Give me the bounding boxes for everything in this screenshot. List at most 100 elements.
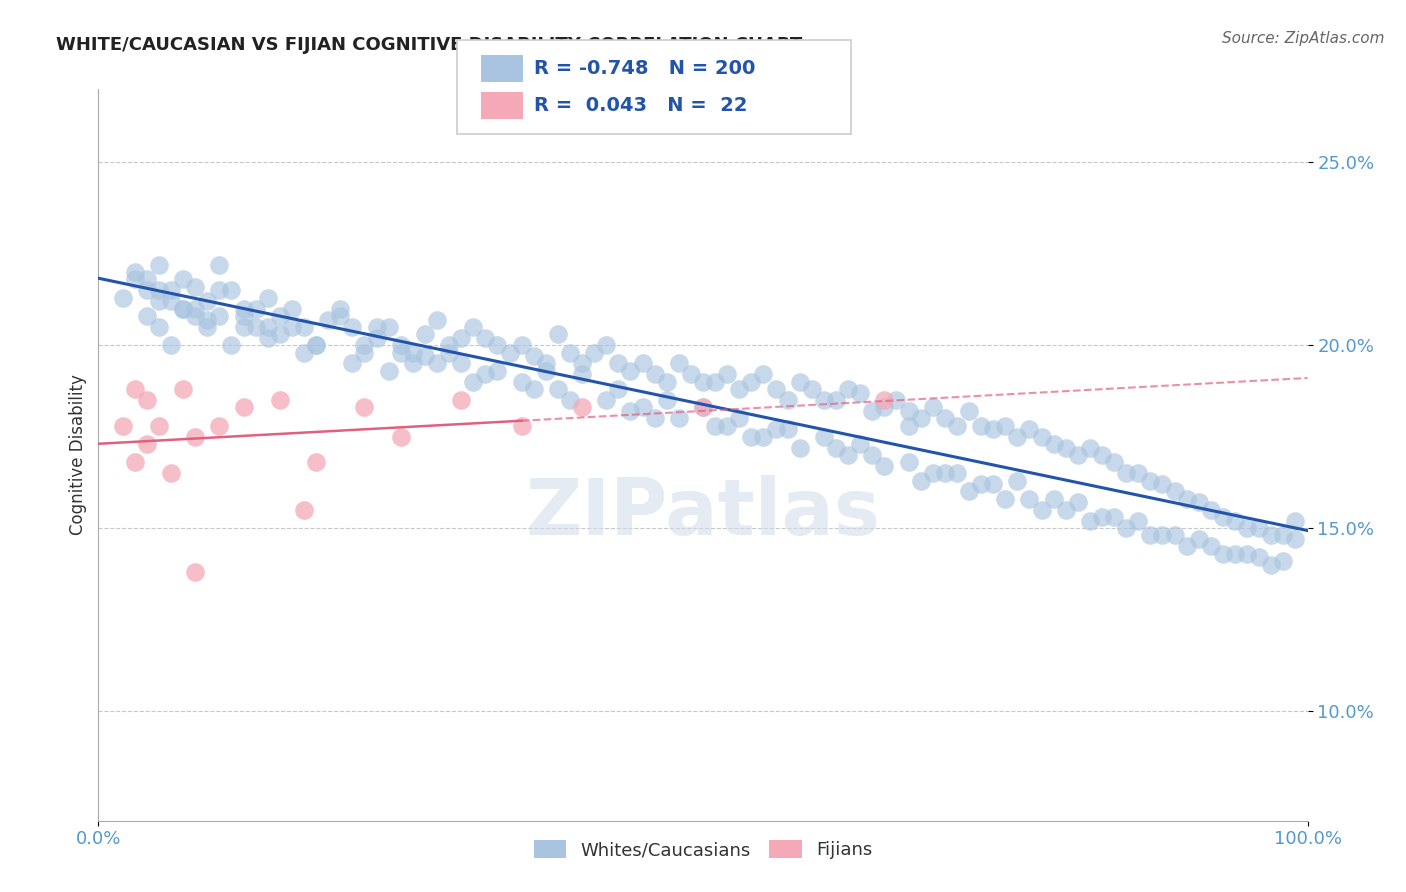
Point bbox=[655, 375, 678, 389]
Point bbox=[474, 368, 496, 382]
Point bbox=[1128, 514, 1150, 528]
Point bbox=[873, 458, 896, 473]
Point bbox=[837, 382, 859, 396]
Point bbox=[704, 418, 727, 433]
Point bbox=[752, 368, 775, 382]
Point bbox=[1102, 455, 1125, 469]
Point bbox=[1223, 547, 1246, 561]
Point bbox=[765, 382, 787, 396]
Point bbox=[1260, 528, 1282, 542]
Point bbox=[474, 331, 496, 345]
Point bbox=[281, 320, 304, 334]
Point bbox=[281, 301, 304, 316]
Point bbox=[897, 404, 920, 418]
Point bbox=[232, 309, 254, 323]
Point bbox=[970, 418, 993, 433]
Point bbox=[837, 448, 859, 462]
Point bbox=[463, 375, 485, 389]
Point bbox=[305, 455, 328, 469]
Point bbox=[1223, 514, 1246, 528]
Point bbox=[269, 309, 291, 323]
Point bbox=[752, 430, 775, 444]
Point bbox=[523, 349, 546, 363]
Point bbox=[668, 411, 690, 425]
Point bbox=[195, 312, 218, 326]
Point bbox=[1284, 514, 1306, 528]
Point bbox=[510, 338, 533, 352]
Point bbox=[897, 455, 920, 469]
Point bbox=[740, 375, 762, 389]
Point bbox=[946, 418, 969, 433]
Point bbox=[595, 338, 617, 352]
Point bbox=[450, 393, 472, 408]
Point bbox=[463, 320, 485, 334]
Point bbox=[595, 393, 617, 408]
Text: Source: ZipAtlas.com: Source: ZipAtlas.com bbox=[1222, 31, 1385, 46]
Point bbox=[860, 404, 883, 418]
Point bbox=[825, 441, 848, 455]
Point bbox=[1078, 514, 1101, 528]
Point bbox=[1054, 441, 1077, 455]
Point bbox=[148, 320, 170, 334]
Point bbox=[329, 301, 352, 316]
Point bbox=[789, 441, 811, 455]
Point bbox=[160, 338, 183, 352]
Point bbox=[800, 382, 823, 396]
Point bbox=[534, 364, 557, 378]
Point bbox=[353, 345, 375, 359]
Point bbox=[426, 312, 449, 326]
Point bbox=[619, 404, 641, 418]
Point bbox=[897, 418, 920, 433]
Point bbox=[547, 382, 569, 396]
Point bbox=[208, 418, 231, 433]
Point bbox=[366, 320, 388, 334]
Point bbox=[366, 331, 388, 345]
Point bbox=[849, 385, 872, 400]
Point bbox=[910, 411, 932, 425]
Point bbox=[765, 422, 787, 436]
Point bbox=[402, 345, 425, 359]
Point bbox=[631, 401, 654, 415]
Point bbox=[292, 345, 315, 359]
Point bbox=[413, 327, 436, 342]
Point bbox=[124, 455, 146, 469]
Point bbox=[135, 272, 157, 286]
Point bbox=[510, 418, 533, 433]
Point bbox=[413, 349, 436, 363]
Point bbox=[558, 345, 581, 359]
Point bbox=[1152, 528, 1174, 542]
Point bbox=[1188, 532, 1211, 546]
Point bbox=[1152, 477, 1174, 491]
Point bbox=[873, 393, 896, 408]
Point bbox=[571, 368, 593, 382]
Point bbox=[245, 301, 267, 316]
Point bbox=[523, 382, 546, 396]
Point bbox=[292, 503, 315, 517]
Point bbox=[934, 411, 956, 425]
Point bbox=[1078, 441, 1101, 455]
Point bbox=[849, 437, 872, 451]
Point bbox=[1249, 550, 1271, 565]
Point bbox=[135, 393, 157, 408]
Point bbox=[619, 364, 641, 378]
Point bbox=[269, 327, 291, 342]
Point bbox=[728, 411, 751, 425]
Point bbox=[377, 364, 399, 378]
Point bbox=[1139, 528, 1161, 542]
Point bbox=[1115, 466, 1137, 480]
Legend: Whites/Caucasians, Fijians: Whites/Caucasians, Fijians bbox=[527, 832, 879, 866]
Point bbox=[1199, 503, 1222, 517]
Point bbox=[1236, 521, 1258, 535]
Point bbox=[668, 356, 690, 371]
Point bbox=[135, 309, 157, 323]
Point bbox=[1007, 430, 1029, 444]
Point bbox=[1031, 503, 1053, 517]
Point bbox=[644, 411, 666, 425]
Text: ZIPatlas: ZIPatlas bbox=[526, 475, 880, 551]
Point bbox=[498, 345, 520, 359]
Point bbox=[160, 284, 183, 298]
Point bbox=[1067, 448, 1090, 462]
Point bbox=[342, 320, 364, 334]
Text: WHITE/CAUCASIAN VS FIJIAN COGNITIVE DISABILITY CORRELATION CHART: WHITE/CAUCASIAN VS FIJIAN COGNITIVE DISA… bbox=[56, 36, 803, 54]
Point bbox=[981, 422, 1004, 436]
